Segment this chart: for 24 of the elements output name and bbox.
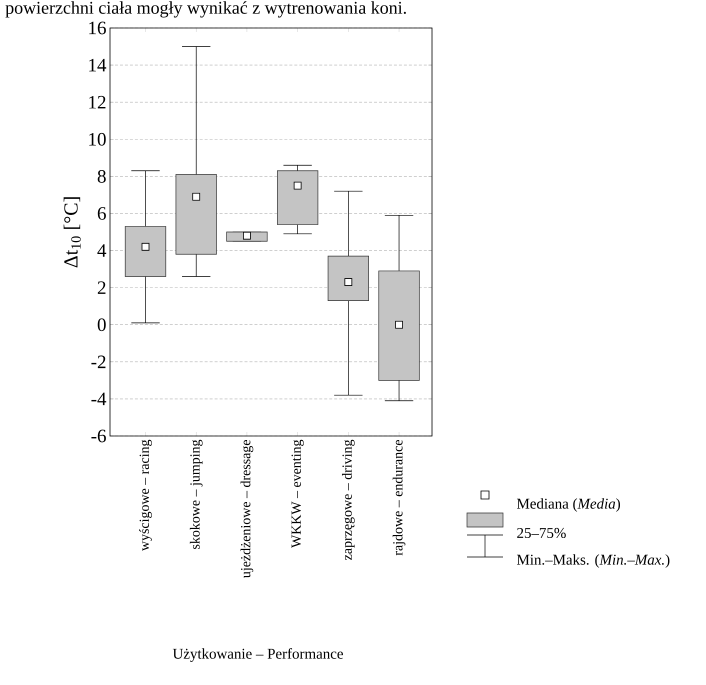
y-tick-label: -4 [91, 392, 106, 406]
text: Min.–Maks. (Min.–Max.) [516, 554, 670, 568]
y-tick-label: 0 [98, 318, 106, 332]
y-tick-label: 14 [89, 58, 106, 72]
x-tick-label: rajdowe – endurance [392, 440, 406, 556]
y-axis-title: Δt$_{10}$ [°C] [64, 197, 81, 268]
x-tick-label: ujeżdżeniowe – dressage [240, 440, 254, 578]
x-tick-label: skokowe – jumping [190, 440, 203, 549]
y-tick-label: -2 [91, 356, 106, 368]
y-tick-label: 12 [89, 96, 106, 108]
y-tick-label: 10 [89, 132, 106, 146]
text: Mediana (Media) [516, 498, 620, 512]
x-tick-label: WKKW – eventing [292, 440, 304, 548]
y-tick-label: 2 [98, 281, 106, 294]
x-tick-label: wyścigowe – racing [139, 440, 152, 552]
y-tick-label: 16 [89, 22, 106, 34]
y-tick-label: 4 [97, 244, 106, 257]
y-tick-label: 8 [98, 170, 106, 183]
text: powierzchni ciała mogły wynikać z wytrenowania koni. [5, 1, 406, 18]
x-axis-title: Użytkowanie – Performance [172, 648, 343, 662]
text: 25–75% [517, 528, 566, 538]
y-tick-label: -6 [91, 430, 106, 442]
x-tick-label: zaprzęgowe – driving [342, 440, 355, 560]
y-tick-label: 6 [98, 207, 106, 220]
